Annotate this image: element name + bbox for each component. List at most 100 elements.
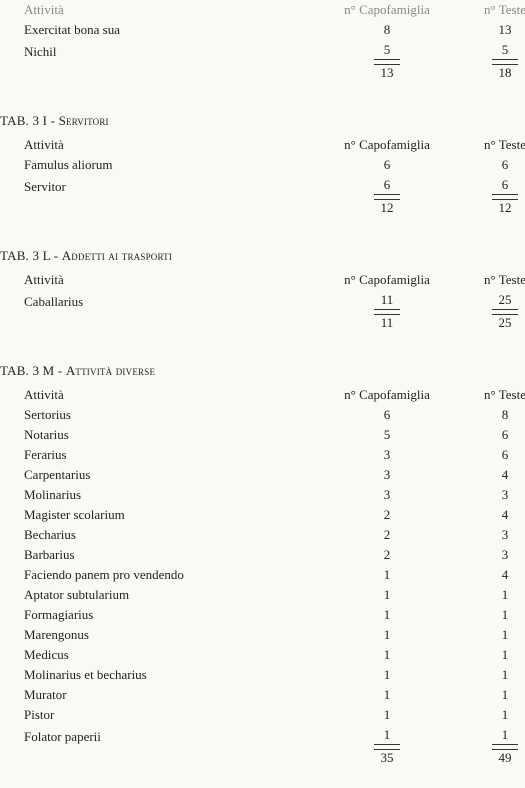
table-header-row: Attività n° Capofamiglia n° Teste bbox=[0, 270, 525, 290]
total-cap: 35 bbox=[374, 749, 400, 766]
col-attivita: Attività bbox=[0, 270, 328, 290]
row-label: Caballarius bbox=[0, 290, 328, 312]
row-cap: 2 bbox=[328, 545, 446, 565]
row-cap: 6 bbox=[328, 405, 446, 425]
table-row: Sertorius68 bbox=[0, 405, 525, 425]
row-cap: 1 bbox=[328, 625, 446, 645]
table-row: Murator11 bbox=[0, 685, 525, 705]
table-header-row: Attività n° Capofamiglia n° Teste bbox=[0, 385, 525, 405]
row-label: Formagiarius bbox=[0, 605, 328, 625]
table-row: Ferarius36 bbox=[0, 445, 525, 465]
col-capofamiglia: n° Capofamiglia bbox=[328, 135, 446, 155]
total-cap: 13 bbox=[374, 64, 400, 81]
table-3l: Attività n° Capofamiglia n° Teste Caball… bbox=[0, 270, 525, 333]
table-row: Notarius56 bbox=[0, 425, 525, 445]
row-teste: 1 bbox=[446, 705, 525, 725]
row-cap: 6 bbox=[328, 175, 446, 197]
table-row: Pistor11 bbox=[0, 705, 525, 725]
table-header-row: Attività n° Capofamiglia n° Teste bbox=[0, 0, 525, 20]
row-teste: 5 bbox=[446, 40, 525, 62]
page: Attività n° Capofamiglia n° Teste Exerci… bbox=[0, 0, 525, 788]
caption-sc: Addetti ai trasporti bbox=[62, 248, 172, 263]
table-row: Famulus aliorum66 bbox=[0, 155, 525, 175]
row-teste: 1 bbox=[446, 685, 525, 705]
table-row: Medicus11 bbox=[0, 645, 525, 665]
row-teste: 1 bbox=[446, 725, 525, 747]
row-cap: 1 bbox=[328, 665, 446, 685]
row-label: Ferarius bbox=[0, 445, 328, 465]
row-teste: 6 bbox=[446, 175, 525, 197]
caption-3i: TAB. 3 I - Servitori bbox=[0, 113, 519, 129]
row-label: Magister scolarium bbox=[0, 505, 328, 525]
caption-3l: TAB. 3 L - Addetti ai trasporti bbox=[0, 248, 519, 264]
table-3i: Attività n° Capofamiglia n° Teste Famulu… bbox=[0, 135, 525, 218]
row-label: Becharius bbox=[0, 525, 328, 545]
table-header-row: Attività n° Capofamiglia n° Teste bbox=[0, 135, 525, 155]
col-teste: n° Teste bbox=[446, 270, 525, 290]
total-teste: 25 bbox=[492, 314, 518, 331]
table-row: Molinarius et becharius11 bbox=[0, 665, 525, 685]
caption-prefix: TAB. 3 I - bbox=[0, 113, 59, 128]
table-row: Nichil55 bbox=[0, 40, 525, 62]
row-cap: 3 bbox=[328, 445, 446, 465]
caption-prefix: TAB. 3 M - bbox=[0, 363, 66, 378]
row-label: Faciendo panem pro vendendo bbox=[0, 565, 328, 585]
table-row: Marengonus11 bbox=[0, 625, 525, 645]
caption-prefix: TAB. 3 L - bbox=[0, 248, 62, 263]
row-teste: 1 bbox=[446, 645, 525, 665]
total-cap: 12 bbox=[374, 199, 400, 216]
row-label: Carpentarius bbox=[0, 465, 328, 485]
row-label: Murator bbox=[0, 685, 328, 705]
row-cap: 1 bbox=[328, 725, 446, 747]
row-label: Barbarius bbox=[0, 545, 328, 565]
table-row: Molinarius33 bbox=[0, 485, 525, 505]
row-cap: 11 bbox=[328, 290, 446, 312]
row-cap: 1 bbox=[328, 565, 446, 585]
row-label: Sertorius bbox=[0, 405, 328, 425]
row-teste: 3 bbox=[446, 485, 525, 505]
row-cap: 8 bbox=[328, 20, 446, 40]
row-label: Servitor bbox=[0, 175, 328, 197]
table-row: Servitor66 bbox=[0, 175, 525, 197]
row-cap: 2 bbox=[328, 525, 446, 545]
row-cap: 6 bbox=[328, 155, 446, 175]
table-row: Carpentarius34 bbox=[0, 465, 525, 485]
row-label: Nichil bbox=[0, 40, 328, 62]
row-cap: 1 bbox=[328, 645, 446, 665]
table-row: Becharius23 bbox=[0, 525, 525, 545]
total-teste: 12 bbox=[492, 199, 518, 216]
total-teste: 18 bbox=[492, 64, 518, 81]
table-total-row: 13 18 bbox=[0, 62, 525, 83]
table-fragment: Attività n° Capofamiglia n° Teste Exerci… bbox=[0, 0, 525, 83]
col-capofamiglia: n° Capofamiglia bbox=[328, 0, 446, 20]
table-row: Caballarius1125 bbox=[0, 290, 525, 312]
row-label: Notarius bbox=[0, 425, 328, 445]
row-cap: 1 bbox=[328, 585, 446, 605]
col-attivita: Attività bbox=[0, 135, 328, 155]
row-label: Molinarius bbox=[0, 485, 328, 505]
table-row: Faciendo panem pro vendendo14 bbox=[0, 565, 525, 585]
row-label: Folator paperii bbox=[0, 725, 328, 747]
table-row: Folator paperii11 bbox=[0, 725, 525, 747]
row-teste: 4 bbox=[446, 505, 525, 525]
table-total-row: 11 25 bbox=[0, 312, 525, 333]
t3m-rows: Sertorius68Notarius56Ferarius36Carpentar… bbox=[0, 405, 525, 747]
row-cap: 5 bbox=[328, 425, 446, 445]
col-teste: n° Teste bbox=[446, 0, 525, 20]
row-label: Exercitat bona sua bbox=[0, 20, 328, 40]
table-row: Aptator subtularium11 bbox=[0, 585, 525, 605]
row-label: Marengonus bbox=[0, 625, 328, 645]
row-cap: 3 bbox=[328, 485, 446, 505]
row-teste: 6 bbox=[446, 445, 525, 465]
col-teste: n° Teste bbox=[446, 135, 525, 155]
row-teste: 3 bbox=[446, 545, 525, 565]
row-teste: 1 bbox=[446, 665, 525, 685]
col-attivita: Attività bbox=[0, 385, 328, 405]
table-row: Barbarius23 bbox=[0, 545, 525, 565]
row-teste: 1 bbox=[446, 625, 525, 645]
caption-3m: TAB. 3 M - Attività diverse bbox=[0, 363, 519, 379]
row-cap: 3 bbox=[328, 465, 446, 485]
col-capofamiglia: n° Capofamiglia bbox=[328, 270, 446, 290]
col-attivita: Attività bbox=[0, 0, 328, 20]
row-label: Medicus bbox=[0, 645, 328, 665]
